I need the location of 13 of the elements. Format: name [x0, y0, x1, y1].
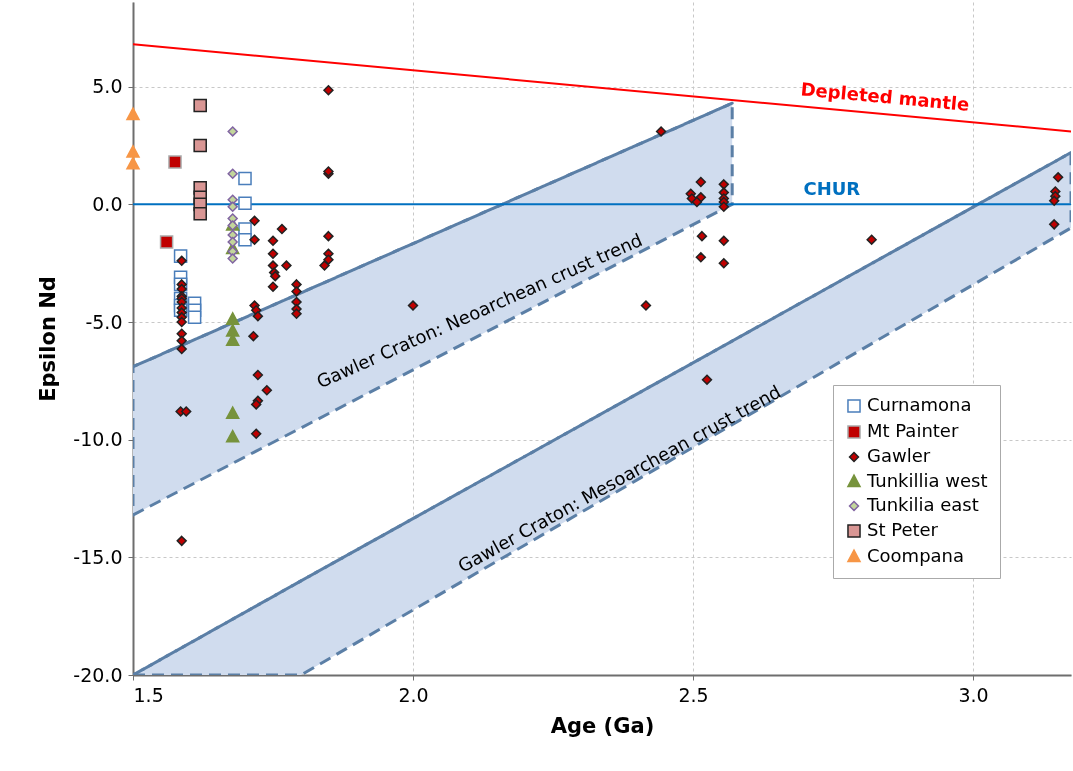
x-axis-title: Age (Ga)	[550, 713, 655, 738]
x-tick-label: 3.0	[958, 683, 989, 706]
y-axis-title: Epsilon Nd	[36, 276, 61, 402]
y-tick-label: -5.0	[85, 310, 123, 333]
y-tick-label: -10.0	[73, 428, 123, 451]
y-tick-label: 5.0	[92, 75, 123, 98]
y-tick-label: -20.0	[73, 663, 123, 686]
y-tick-label: 0.0	[92, 192, 123, 215]
y-tick-label: -15.0	[73, 545, 123, 568]
x-tick-label: 2.5	[678, 683, 709, 706]
x-tick-label: 2.0	[398, 683, 429, 706]
x-tick-label: 1.5	[133, 683, 164, 706]
text: Depleted mantle	[799, 78, 971, 115]
